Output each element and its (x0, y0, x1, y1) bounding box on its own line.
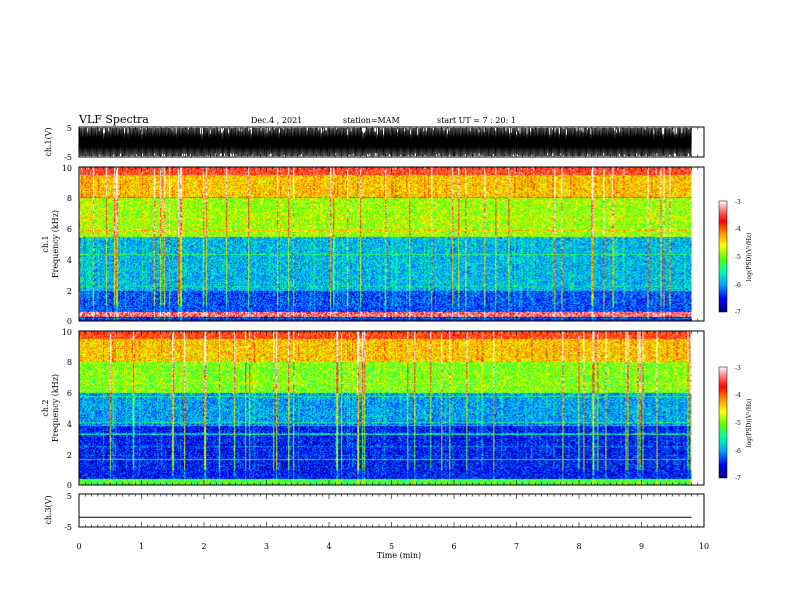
xtick-5: 5 (389, 542, 394, 551)
xtick-10: 10 (699, 542, 709, 551)
ch2-spectrogram-ytick-labels: 0 2 4 6 8 10 (62, 328, 72, 490)
ch1-waveform-ticks (78, 127, 705, 157)
ch2-ytick-2: 2 (67, 451, 72, 460)
x-axis-tick-labels: 0 1 2 3 4 5 6 7 8 9 10 (76, 542, 709, 551)
ch2-spectrogram-ylabel-channel: ch.2 (41, 399, 50, 416)
ch2-colorbar (718, 366, 728, 479)
xtick-2: 2 (201, 542, 206, 551)
station-label: station=MAM (343, 116, 400, 125)
ch1-cbar-tick-m3: -3 (735, 199, 741, 206)
ch2-cbar-tick-m7: -7 (735, 475, 741, 482)
xtick-9: 9 (639, 542, 644, 551)
ch2-colorbar-ticks: -3 -4 -5 -6 -7 (735, 365, 741, 482)
xtick-6: 6 (451, 542, 456, 551)
ch2-cbar-tick-m4: -4 (735, 392, 741, 399)
ch3-waveform-ytick-bottom: -5 (64, 523, 72, 532)
ch2-cbar-tick-m6: -6 (735, 448, 741, 455)
ch2-colorbar-label: log(PSD)(V²/Hz) (746, 399, 753, 448)
date-label: Dec.4 , 2021 (251, 116, 302, 125)
xtick-0: 0 (76, 542, 81, 551)
ch2-ytick-10: 10 (62, 328, 72, 337)
ch1-waveform-ytick-bottom: -5 (64, 153, 72, 162)
ch1-cbar-tick-m4: -4 (735, 226, 741, 233)
xtick-3: 3 (264, 542, 269, 551)
ch1-colorbar (718, 200, 728, 313)
ch1-ytick-10: 10 (62, 164, 72, 173)
ch2-spectrogram-image (79, 331, 692, 485)
ch2-ytick-4: 4 (67, 420, 72, 429)
xtick-4: 4 (326, 542, 331, 551)
ch1-waveform-ytick-top: 5 (67, 124, 72, 133)
ch2-cbar-tick-m3: -3 (735, 365, 741, 372)
x-axis-label: Time (min) (377, 551, 421, 560)
ch1-colorbar-ticks: -3 -4 -5 -6 -7 (735, 199, 741, 316)
ch2-ytick-6: 6 (67, 389, 72, 398)
ch1-spectrogram-image (79, 167, 692, 321)
ch2-ytick-8: 8 (67, 358, 72, 367)
ch3-waveform-ylabel: ch.3(V) (44, 495, 53, 524)
ch1-spectrogram-ticks (78, 167, 705, 321)
ch1-ytick-2: 2 (67, 287, 72, 296)
ch1-cbar-tick-m5: -5 (735, 254, 741, 261)
ch1-spectrogram-ylabel-channel: ch.1 (41, 235, 50, 252)
ch3-waveform-ticks (78, 494, 705, 527)
ch2-spectrogram-ylabel-freq: Frequency (kHz) (51, 374, 60, 442)
xtick-8: 8 (576, 542, 581, 551)
ch1-colorbar-label: log(PSD)(V²/Hz) (746, 233, 753, 282)
ch1-spectrogram-ytick-labels: 0 2 4 6 8 10 (62, 164, 72, 326)
ch1-ytick-0: 0 (67, 317, 72, 326)
panel-ch2-spectrogram: 0 2 4 6 8 10 ch.2 Frequency (kHz) -3 -4 … (41, 328, 753, 490)
xtick-1: 1 (139, 542, 144, 551)
ch1-cbar-tick-m6: -6 (735, 282, 741, 289)
ch1-ytick-8: 8 (67, 194, 72, 203)
panel-ch1-spectrogram: 0 2 4 6 8 10 ch.1 Frequency (kHz) -3 -4 … (41, 164, 753, 326)
ch2-ytick-0: 0 (67, 481, 72, 490)
ch1-waveform-trace (78, 127, 692, 157)
ch2-spectrogram-ticks (78, 331, 705, 485)
start-time-label: start UT = 7 : 20: 1 (437, 116, 516, 125)
ch1-ytick-4: 4 (67, 256, 72, 265)
panel-ch3-waveform: 5 -5 ch.3(V) (44, 492, 705, 532)
ch1-waveform-path (78, 127, 692, 157)
ch1-ytick-6: 6 (67, 225, 72, 234)
panel-ch1-waveform: 5 -5 ch.1(V) (44, 124, 705, 162)
ch2-cbar-tick-m5: -5 (735, 420, 741, 427)
ch1-cbar-tick-m7: -7 (735, 309, 741, 316)
ch3-waveform-ytick-top: 5 (67, 492, 72, 501)
figure-title: VLF Spectra (78, 113, 149, 126)
ch1-spectrogram-ylabel-freq: Frequency (kHz) (51, 210, 60, 278)
ch1-waveform-ylabel: ch.1(V) (44, 127, 53, 156)
xtick-7: 7 (514, 542, 519, 551)
